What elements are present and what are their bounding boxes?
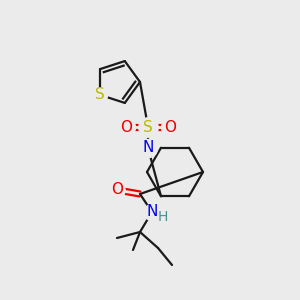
Text: S: S — [95, 87, 105, 102]
Text: O: O — [120, 119, 132, 134]
Text: S: S — [143, 119, 153, 134]
Text: N: N — [146, 205, 158, 220]
Text: O: O — [164, 119, 176, 134]
Text: N: N — [142, 140, 154, 155]
Text: O: O — [111, 182, 123, 197]
Text: H: H — [158, 210, 168, 224]
